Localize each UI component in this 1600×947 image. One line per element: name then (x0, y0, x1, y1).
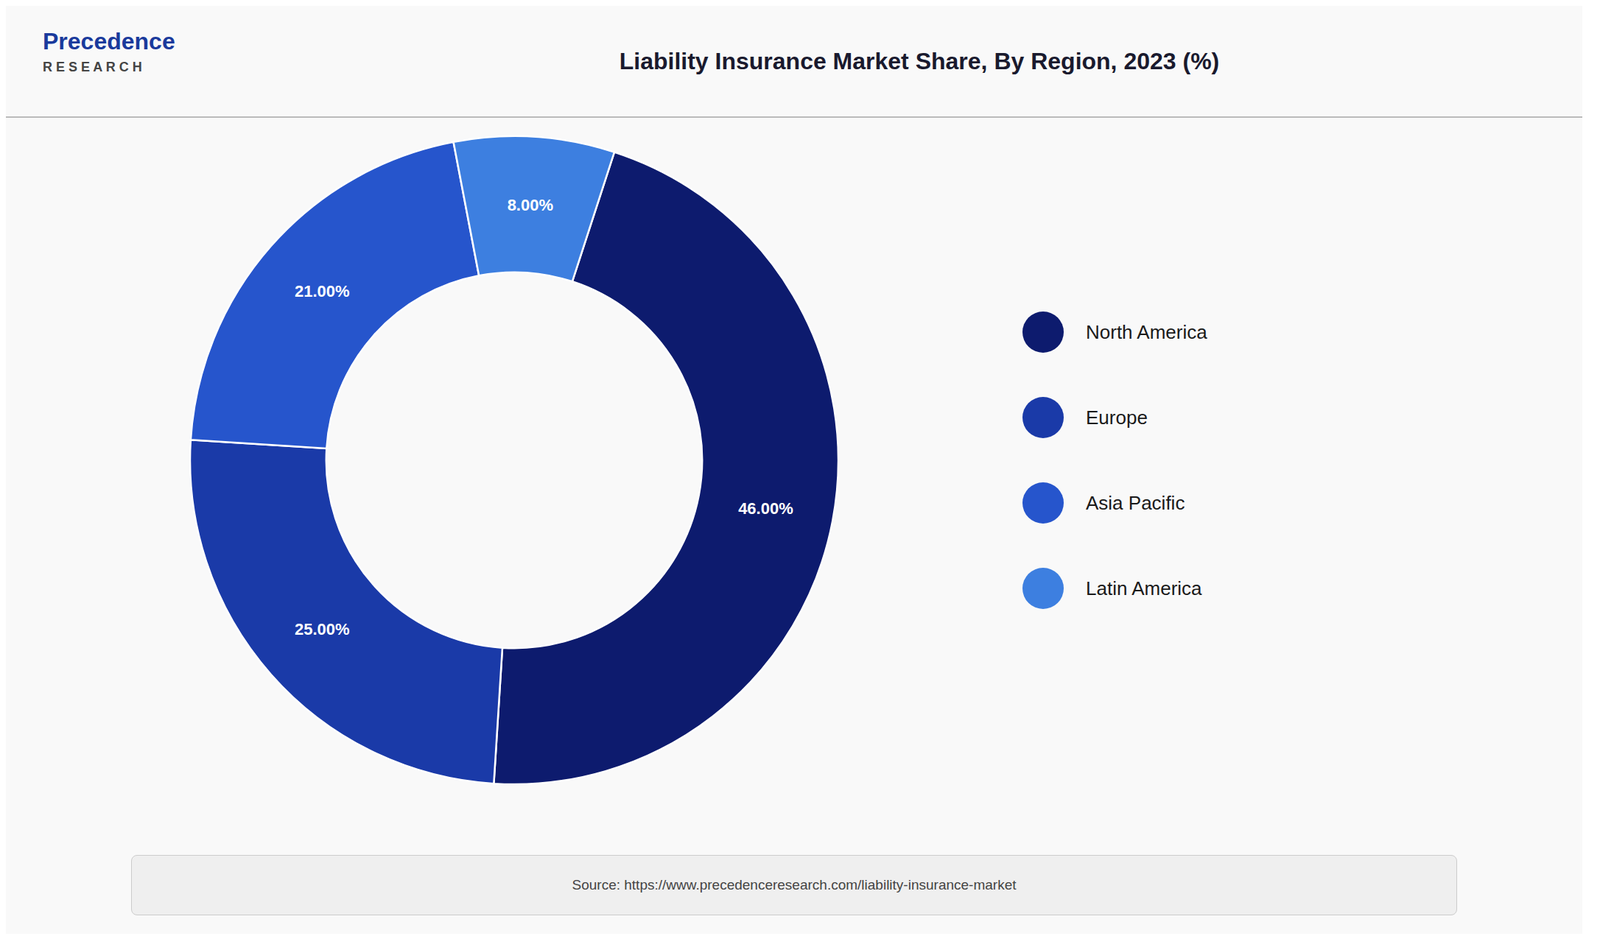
svg-text:46.00%: 46.00% (738, 499, 794, 518)
html-text:R E S E A R C H: R E S E A R C H (42, 59, 142, 75)
svg-text:21.00%: 21.00% (294, 282, 350, 301)
html-text:Precedence: Precedence (42, 27, 176, 55)
html-text:Europe: Europe (1085, 406, 1148, 429)
html-text:North America: North America (1085, 320, 1208, 343)
svg-text:25.00%: 25.00% (294, 620, 350, 639)
html-text:Latin America: Latin America (1085, 577, 1202, 600)
svg-text:8.00%: 8.00% (507, 195, 554, 215)
html-text:Liability Insurance Market Sha: Liability Insurance Market Share, By Reg… (619, 47, 1220, 75)
html-text:Asia Pacific: Asia Pacific (1085, 491, 1185, 514)
html-text:Source: https://www.precedence: Source: https://www.precedenceresearch.c… (572, 877, 1017, 893)
